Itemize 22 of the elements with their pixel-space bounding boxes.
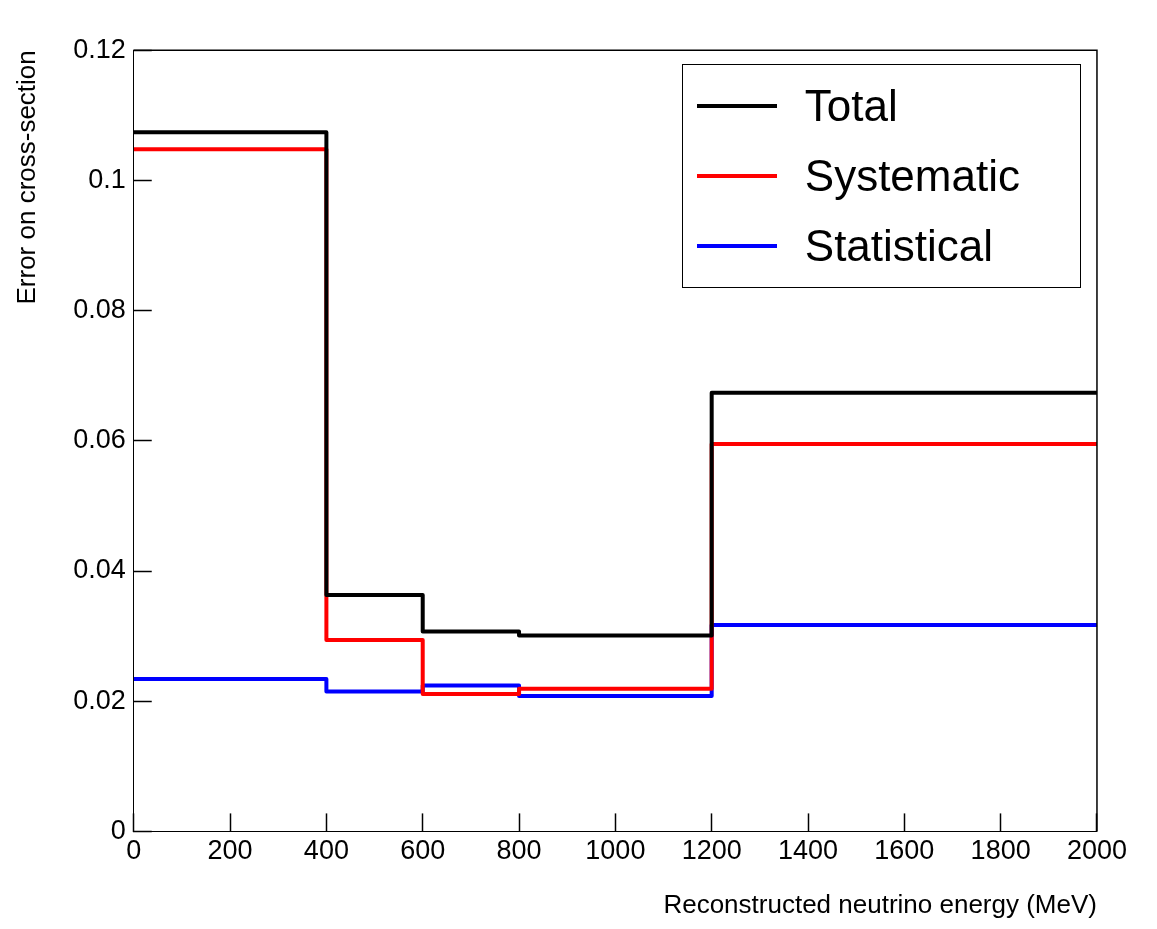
x-tick-label: 1000 <box>585 835 646 866</box>
x-tick-label: 200 <box>207 835 253 866</box>
y-axis-title: Error on cross-section <box>10 50 41 305</box>
x-tick-label: 800 <box>496 835 542 866</box>
y-tick-label: 0 <box>110 814 126 845</box>
y-tick-label: 0.02 <box>73 684 126 715</box>
legend-label: Statistical <box>804 221 994 272</box>
x-tick-label: 1600 <box>874 835 935 866</box>
x-tick-label: 2000 <box>1066 835 1128 866</box>
x-tick-label: 1200 <box>681 835 742 866</box>
y-tick-label: 0.06 <box>73 424 126 455</box>
x-tick-label: 400 <box>303 835 349 866</box>
x-tick-label: 1800 <box>970 835 1031 866</box>
x-tick-label: 600 <box>400 835 446 866</box>
x-tick-label: 1400 <box>777 835 839 866</box>
x-axis-title: Reconstructed neutrino energy (MeV) <box>663 888 1097 919</box>
y-tick-label: 0.12 <box>73 33 126 64</box>
y-tick-label: 0.04 <box>73 554 126 585</box>
y-tick-label: 0.08 <box>73 294 126 325</box>
legend-label: Systematic <box>804 151 1020 202</box>
legend-label: Total <box>804 81 898 132</box>
y-tick-label: 0.1 <box>88 163 126 194</box>
